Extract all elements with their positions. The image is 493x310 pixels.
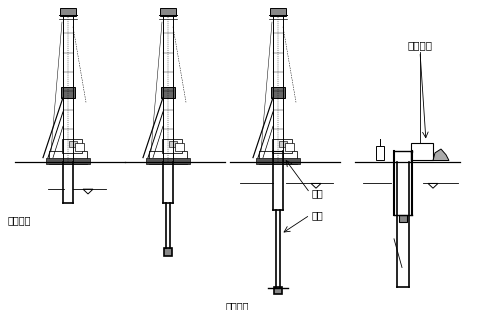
Text: 泥浆: 泥浆 [312,210,324,220]
Bar [411,143,433,161]
Bar [69,141,77,147]
Text: 除砂设备: 除砂设备 [408,40,433,50]
Bar [270,8,286,16]
Bar [285,143,294,151]
Bar [376,146,384,160]
Bar [160,8,176,16]
Bar [60,8,76,16]
Bar [272,140,292,153]
Bar [274,287,282,294]
Bar [161,87,175,99]
Bar [256,157,300,164]
Bar [399,215,407,222]
Bar [49,151,87,164]
Bar [62,140,82,153]
Bar [61,87,75,99]
Bar [169,141,177,147]
Bar [279,141,287,147]
Bar [75,143,84,151]
Bar [175,143,184,151]
Bar [271,87,285,99]
Bar [259,151,297,164]
Bar [46,157,90,164]
Bar [149,151,187,164]
Polygon shape [433,149,449,161]
Text: 设计深度: 设计深度 [226,301,249,310]
Text: 护筒底端: 护筒底端 [8,215,32,225]
Bar [164,248,172,256]
Bar [146,157,190,164]
Bar [162,140,182,153]
Text: 护筒: 护筒 [312,188,324,198]
